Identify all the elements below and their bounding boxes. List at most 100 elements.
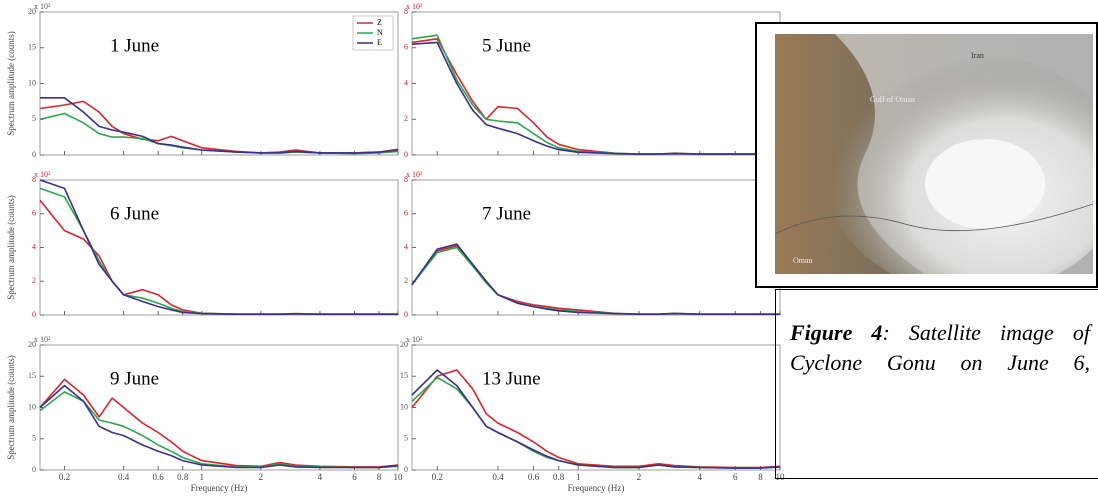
y-multiplier: x 10² [34,2,51,11]
y-tick-label: 5 [32,434,36,443]
series-line [39,391,399,469]
y-tick-label: 8 [404,175,408,184]
series-line [39,384,399,469]
x-tick-label: 2 [637,472,642,482]
y-tick-label: 10 [28,78,36,87]
y-tick-label: 0 [404,310,408,319]
y-tick-label: 0 [32,150,36,159]
y-multiplier: x 10³ [406,2,423,11]
y-axis-label: Spectrum amplitude (counts) [6,355,16,459]
x-tick-label: 0.4 [118,472,130,482]
satellite-image: Iran Gulf of Oman Oman [775,34,1093,274]
image-label: Oman [793,256,813,265]
x-tick-label: 1 [199,472,204,482]
series-line [39,199,398,315]
y-tick-label: 10 [400,402,408,411]
x-tick-label: 10 [394,472,404,482]
x-tick-label: 0.2 [59,472,70,482]
x-axis-label: Frequency (Hz) [191,483,248,493]
legend-label: Z [377,18,382,27]
y-tick-label: 0 [404,150,408,159]
x-tick-label: 2 [259,472,264,482]
y-axis-label: Spectrum amplitude (counts) [6,31,16,135]
plot-frame [39,344,399,471]
x-tick-label: 8 [377,472,382,482]
legend-label: E [377,38,382,47]
plot-frame [411,179,781,316]
y-tick-label: 6 [404,43,408,52]
y-tick-label: 0 [32,465,36,474]
caption-text: : Satellite image of Cyclone Gonu on Jun… [790,320,1090,375]
x-tick-label: 6 [352,472,357,482]
series-line [411,41,780,155]
caption: Figure 4: Satellite image of Cyclone Gon… [775,289,1098,479]
caption-label: Figure 4 [790,320,883,345]
y-axis-label: Spectrum amplitude (counts) [6,195,16,299]
x-tick-label: 0.8 [177,472,189,482]
x-tick-label: 0.4 [492,472,504,482]
series-line [411,34,780,155]
x-tick-label: 0.2 [432,472,443,482]
y-tick-label: 6 [32,209,36,218]
panel-title: 13 June [482,368,541,389]
plot-frame [411,11,781,156]
series-line [411,369,781,469]
plot-frame [39,11,399,156]
y-tick-label: 20 [28,7,36,16]
y-tick-label: 10 [28,402,36,411]
x-tick-label: 1 [576,472,581,482]
series-line [39,378,399,468]
x-axis-label: Frequency (Hz) [568,483,625,493]
x-tick-label: 6 [733,472,738,482]
image-label: Gulf of Oman [870,95,915,104]
y-tick-label: 20 [28,340,36,349]
y-multiplier: x 10² [406,335,423,344]
x-tick-label: 0.6 [153,472,165,482]
series-line [411,243,780,315]
x-tick-label: 0.6 [528,472,540,482]
panel-title: 7 June [482,203,531,224]
x-tick-label: 10 [776,472,786,482]
y-tick-label: 4 [32,242,36,251]
series-line [411,376,781,469]
y-tick-label: 2 [404,276,408,285]
panel-title: 1 June [110,35,159,56]
panel-title: 9 June [110,368,159,389]
x-tick-label: 8 [758,472,763,482]
y-tick-label: 8 [32,175,36,184]
y-tick-label: 6 [404,209,408,218]
series-line [411,369,781,469]
series-line [39,100,399,154]
series-line [39,112,399,155]
y-tick-label: 5 [32,114,36,123]
image-label: Iran [971,51,984,60]
y-tick-label: 20 [400,340,408,349]
series-line [40,97,399,154]
y-tick-label: 5 [404,434,408,443]
y-tick-label: 15 [28,371,36,380]
satellite-image-frame: Iran Gulf of Oman Oman [755,22,1098,288]
x-tick-label: 0.8 [553,472,565,482]
y-tick-label: 8 [404,7,408,16]
legend-label: N [377,28,383,37]
y-tick-label: 0 [32,310,36,319]
panel-title: 6 June [110,203,159,224]
y-tick-label: 4 [404,78,408,87]
y-multiplier: x 10² [34,335,51,344]
plot-frame [411,344,781,471]
y-multiplier: x 10³ [406,170,423,179]
series-line [39,179,398,315]
x-tick-label: 4 [318,472,323,482]
series-line [411,245,780,315]
panel-title: 5 June [482,35,531,56]
y-tick-label: 15 [28,43,36,52]
y-tick-label: 2 [404,114,408,123]
y-multiplier: x 10³ [34,170,51,179]
y-tick-label: 2 [32,276,36,285]
y-tick-label: 15 [400,371,408,380]
x-tick-label: 4 [697,472,702,482]
y-tick-label: 0 [404,465,408,474]
plot-frame [39,179,399,316]
